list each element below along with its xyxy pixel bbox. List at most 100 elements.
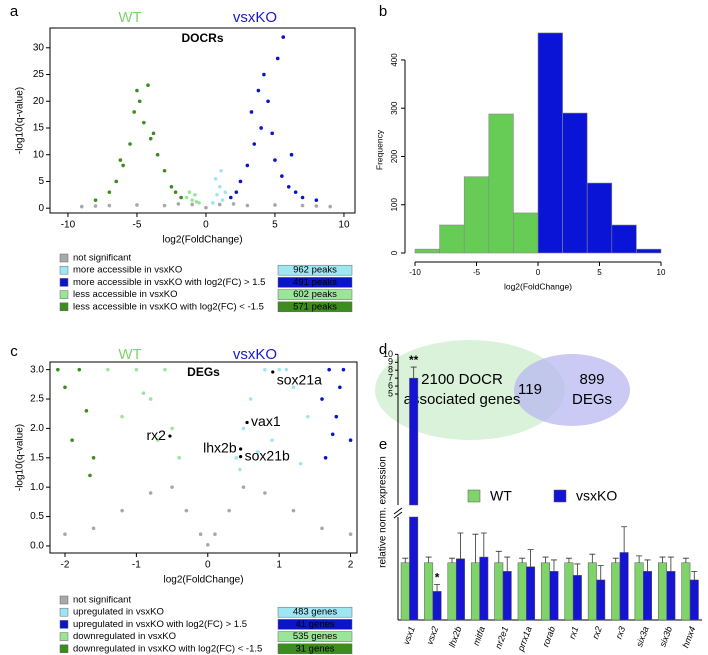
- point: [163, 367, 167, 372]
- bar: [587, 562, 597, 621]
- error-bar: [621, 526, 628, 553]
- point: [193, 193, 197, 197]
- y-tick-label: 6: [388, 380, 393, 390]
- point: [281, 35, 286, 39]
- x-tick-label: -10: [61, 220, 76, 231]
- count-label: 962 peaks: [293, 265, 337, 276]
- x-tick-label: -1: [132, 560, 141, 571]
- x-tick-label: 1: [276, 560, 282, 571]
- point: [300, 203, 305, 208]
- gene-label: vax1: [251, 413, 281, 429]
- count-box: [277, 619, 353, 630]
- point: [137, 99, 142, 104]
- x-tick-label: rx2: [590, 625, 604, 640]
- point: [213, 176, 218, 181]
- point: [170, 426, 174, 431]
- point: [275, 56, 280, 61]
- count-label: 571 peaks: [293, 301, 337, 312]
- significance: *: [435, 571, 440, 585]
- point: [277, 367, 281, 372]
- legend-swatch: [59, 644, 69, 654]
- y-tick-label: 400: [390, 53, 399, 67]
- point: [194, 199, 199, 204]
- annotated-point: [239, 447, 243, 451]
- point: [187, 190, 192, 194]
- error-bar: [504, 556, 511, 572]
- point: [155, 152, 160, 157]
- count-box: [277, 264, 353, 276]
- point: [238, 179, 243, 184]
- bar: [455, 558, 465, 621]
- point: [270, 131, 274, 136]
- y-axis-label: Frequency: [374, 129, 384, 170]
- error-bar: [659, 556, 666, 563]
- y-tick-label: 5: [38, 176, 44, 187]
- point: [219, 168, 223, 173]
- point: [106, 367, 110, 372]
- x-tick-label: 5: [597, 268, 602, 277]
- y-tick-label: 5: [388, 388, 393, 398]
- legend-label: more accessible in vsxKO: [73, 265, 182, 276]
- bar: [432, 591, 442, 621]
- panel-title: DEGs: [187, 365, 220, 379]
- x-tick-label: prrx1a: [515, 625, 533, 653]
- point: [234, 190, 239, 194]
- histogram-bar: [636, 248, 662, 254]
- count-label: 31 genes: [295, 643, 334, 654]
- x-tick-label: vsx2: [424, 625, 440, 646]
- gene-label: sox21b: [245, 447, 290, 463]
- legend-label: vsxKO: [576, 488, 617, 504]
- count-label: 483 genes: [293, 607, 338, 618]
- point: [291, 508, 296, 513]
- y-tick-label: 10: [33, 149, 45, 160]
- legend-swatch: [553, 489, 567, 503]
- bar: [409, 516, 419, 621]
- point: [245, 203, 250, 208]
- point: [227, 508, 232, 513]
- point: [70, 438, 74, 442]
- bar: [572, 575, 582, 621]
- legend-swatch: [59, 265, 69, 275]
- bar: [564, 562, 574, 621]
- group-label: vsxKO: [233, 9, 277, 26]
- point: [134, 367, 139, 372]
- y-tick-label: 7: [388, 373, 393, 383]
- bar: [424, 562, 434, 621]
- error-bar: [597, 565, 604, 580]
- x-tick-label: six3a: [634, 625, 651, 648]
- x-tick-label: rorab: [541, 625, 558, 648]
- point: [348, 532, 353, 536]
- point: [249, 110, 254, 114]
- legend-swatch: [59, 632, 69, 641]
- x-tick-label: -2: [61, 560, 70, 571]
- legend-label: not significant: [73, 595, 131, 606]
- histogram-bar: [562, 112, 588, 254]
- point: [286, 185, 291, 189]
- y-tick-label: 15: [33, 123, 45, 134]
- point: [93, 198, 98, 202]
- point: [120, 508, 124, 513]
- point: [314, 204, 319, 208]
- x-tick-label: lhx2b: [447, 625, 464, 649]
- legend-label: less accessible in vsxKO with log2(FC) <…: [73, 301, 264, 312]
- error-bar: [519, 557, 526, 563]
- point: [146, 83, 150, 88]
- legend-swatch: [59, 607, 69, 617]
- x-tick-label: six3b: [657, 625, 674, 648]
- bar: [517, 562, 527, 621]
- legend-swatch: [467, 489, 481, 503]
- point: [248, 397, 253, 401]
- point: [245, 163, 250, 168]
- point: [320, 397, 324, 401]
- point: [197, 201, 201, 205]
- point: [241, 426, 246, 431]
- bar: [549, 571, 559, 621]
- bar: [666, 571, 676, 621]
- x-axis-label: log2(FoldChange): [162, 235, 242, 246]
- point: [190, 202, 194, 207]
- legend-label: upregulated in vsxKO: [73, 607, 164, 618]
- point: [56, 367, 60, 372]
- legend-label: more accessible in vsxKO with log2(FC) >…: [73, 277, 265, 288]
- count-box: [277, 289, 353, 300]
- point: [135, 88, 139, 93]
